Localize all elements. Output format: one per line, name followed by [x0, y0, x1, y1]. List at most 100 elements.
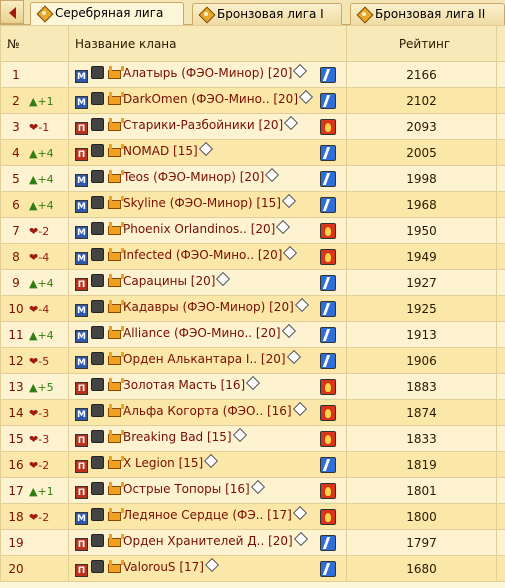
info-icon[interactable]: [292, 401, 307, 417]
clan-name-link[interactable]: Старики-Разбойники [20]: [123, 118, 284, 132]
tab-bronze-league-2[interactable]: Бронзовая лига II: [350, 3, 505, 25]
clan-emblem-icon[interactable]: [91, 144, 104, 157]
info-icon[interactable]: [246, 375, 261, 391]
rank-number: 18: [8, 509, 24, 524]
rank-change-value: +4: [37, 172, 54, 186]
crown-icon: [107, 144, 124, 157]
rank-change-value: +4: [37, 328, 54, 342]
clan-name-link[interactable]: Ледяное Сердце (ФЭ.. [17]: [123, 508, 292, 522]
rank-change-value: -3: [38, 406, 50, 420]
clan-emblem-icon[interactable]: [91, 326, 104, 339]
fire-icon: [320, 119, 336, 135]
clan-cell: П Сарацины [20]: [68, 269, 347, 296]
rank-number: 14: [8, 405, 24, 420]
extra-cell: [496, 503, 505, 530]
clan-name-link[interactable]: Золотая Масть [16]: [123, 378, 246, 392]
info-icon[interactable]: [198, 141, 213, 157]
clan-name-link[interactable]: Орден Алькантара I.. [20]: [123, 352, 286, 366]
clan-emblem-icon[interactable]: [91, 430, 104, 443]
info-icon[interactable]: [250, 479, 265, 495]
rank-number: 15: [8, 431, 24, 446]
scroll-left-arrow-icon[interactable]: [0, 0, 24, 24]
rating-value: 1801: [346, 477, 497, 504]
tab-bronze-league-1[interactable]: Бронзовая лига I: [192, 3, 342, 25]
rank-change: ▲+4: [29, 173, 54, 186]
clan-emblem-icon[interactable]: [91, 66, 104, 79]
clan-cell: М Alliance (ФЭО-Мино.. [20]: [68, 321, 347, 348]
clan-emblem-icon[interactable]: [91, 508, 104, 521]
clan-emblem-icon[interactable]: [91, 560, 104, 573]
clan-name-link[interactable]: ValorouS [17]: [123, 560, 204, 574]
info-icon[interactable]: [284, 115, 299, 131]
header-rating[interactable]: Рейтинг: [346, 25, 497, 62]
info-icon[interactable]: [298, 89, 314, 105]
lightning-icon: [320, 561, 336, 577]
clan-emblem-icon[interactable]: [91, 534, 104, 547]
clan-emblem-icon[interactable]: [91, 274, 104, 287]
clan-emblem-icon[interactable]: [91, 196, 104, 209]
table-row: 12 ❤-5 М Орден Алькантара I.. [20] 1906: [0, 347, 505, 374]
clan-name-link[interactable]: Острые Топоры [16]: [123, 482, 250, 496]
clan-name-link[interactable]: Орден Хранителей Д.. [20]: [123, 534, 293, 548]
info-icon[interactable]: [265, 167, 280, 183]
clan-emblem-icon[interactable]: [91, 482, 104, 495]
rank-change: ❤-2: [29, 459, 49, 472]
info-icon[interactable]: [276, 219, 291, 235]
clan-name-link[interactable]: Teos (ФЭО-Минор) [20]: [123, 170, 265, 184]
league-icon: [200, 8, 212, 20]
info-icon[interactable]: [293, 63, 308, 79]
clan-name-link[interactable]: Skyline (ФЭО-Минор) [15]: [123, 196, 281, 210]
crown-icon: [107, 378, 124, 391]
info-icon[interactable]: [292, 505, 307, 521]
info-icon[interactable]: [204, 453, 219, 469]
info-icon[interactable]: [294, 297, 309, 313]
clan-name-link[interactable]: NOMAD [15]: [123, 144, 198, 158]
rank-cell: 5 ▲+4: [0, 165, 69, 192]
header-clan-name: Название клана: [68, 25, 347, 62]
clan-name-link[interactable]: Кадавры (ФЭО-Минор) [20]: [123, 300, 294, 314]
clan-emblem-icon[interactable]: [91, 352, 104, 365]
clan-cell: М Skyline (ФЭО-Минор) [15]: [68, 191, 347, 218]
clan-emblem-icon[interactable]: [91, 222, 104, 235]
clan-cell: П Старики-Разбойники [20]: [68, 113, 347, 140]
clan-type-badge: М: [75, 70, 88, 83]
table-row: 6 ▲+4 М Skyline (ФЭО-Минор) [15] 1968: [0, 191, 505, 218]
clan-name-link[interactable]: Alliance (ФЭО-Мино.. [20]: [123, 326, 281, 340]
info-icon[interactable]: [286, 349, 301, 365]
clan-emblem-icon[interactable]: [91, 118, 104, 131]
clan-cell: П Золотая Масть [16]: [68, 373, 347, 400]
clan-emblem-icon[interactable]: [91, 92, 104, 105]
info-icon[interactable]: [281, 193, 297, 209]
clan-emblem-icon[interactable]: [91, 300, 104, 313]
clan-type-badge: М: [75, 200, 88, 213]
rank-change-value: -2: [38, 510, 50, 524]
clan-name-link[interactable]: Алатырь (ФЭО-Минор) [20]: [123, 66, 293, 80]
clan-name-link[interactable]: Infected (ФЭО-Мино.. [20]: [123, 248, 283, 262]
clan-emblem-icon[interactable]: [91, 404, 104, 417]
clan-cell: П NOMAD [15]: [68, 139, 347, 166]
clan-name-link[interactable]: Phoenix Orlandinos.. [20]: [123, 222, 276, 236]
clan-name-link[interactable]: Сарацины [20]: [123, 274, 216, 288]
clan-emblem-icon[interactable]: [91, 378, 104, 391]
clan-emblem-icon[interactable]: [91, 170, 104, 183]
clan-name-link[interactable]: Альфа Когорта (ФЭО.. [16]: [123, 404, 292, 418]
info-icon[interactable]: [293, 531, 308, 547]
rank-change-value: -1: [38, 120, 50, 134]
clan-emblem-icon[interactable]: [91, 248, 104, 261]
info-icon[interactable]: [204, 557, 220, 573]
clan-name-link[interactable]: DarkOmen (ФЭО-Мино.. [20]: [123, 92, 298, 106]
info-icon[interactable]: [232, 427, 247, 443]
rank-cell: 4 ▲+4: [0, 139, 69, 166]
rank-cell: 6 ▲+4: [0, 191, 69, 218]
clan-emblem-icon[interactable]: [91, 456, 104, 469]
info-icon[interactable]: [281, 323, 296, 339]
clan-type-badge: П: [75, 148, 88, 161]
fire-icon: [320, 405, 336, 421]
clan-name-link[interactable]: Breaking Bad [15]: [123, 430, 232, 444]
tab-silver-league[interactable]: Серебряная лига: [30, 2, 184, 26]
info-icon[interactable]: [283, 245, 298, 261]
info-icon[interactable]: [216, 271, 231, 287]
clan-name-link[interactable]: X Legion [15]: [123, 456, 204, 470]
rating-value: 1800: [346, 503, 497, 530]
rank-cell: 19: [0, 529, 69, 556]
